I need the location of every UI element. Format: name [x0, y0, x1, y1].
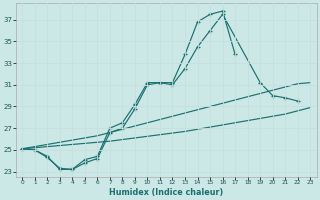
X-axis label: Humidex (Indice chaleur): Humidex (Indice chaleur): [109, 188, 223, 197]
